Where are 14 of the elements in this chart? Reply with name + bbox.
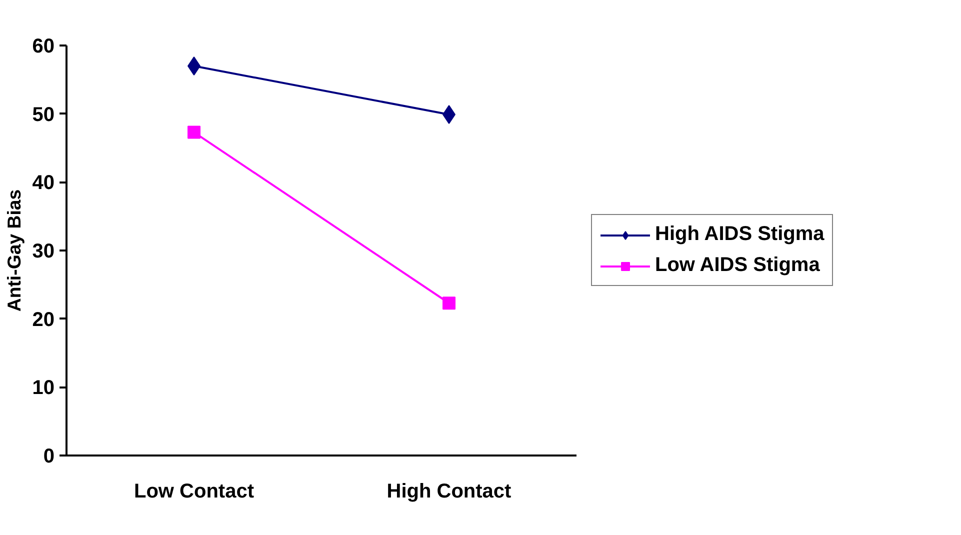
point xyxy=(442,296,456,310)
y-tick-label: 40 xyxy=(32,172,55,194)
x-tick-label: High Contact xyxy=(386,480,512,502)
y-tick-label: 20 xyxy=(32,308,55,331)
y-tick-label: 10 xyxy=(32,377,55,400)
y-tick-label: 50 xyxy=(32,104,55,126)
y-tick-label: 30 xyxy=(32,240,55,262)
legend-label: High AIDS Stigma xyxy=(655,223,824,246)
y-tick-label: 60 xyxy=(32,36,55,58)
legend-label: Low AIDS Stigma xyxy=(655,254,820,277)
y-tick-label: 0 xyxy=(43,446,54,468)
y-axis-title: Anti-Gay Bias xyxy=(3,189,24,312)
point xyxy=(188,126,200,139)
x-tick-label: Low Contact xyxy=(134,480,254,502)
